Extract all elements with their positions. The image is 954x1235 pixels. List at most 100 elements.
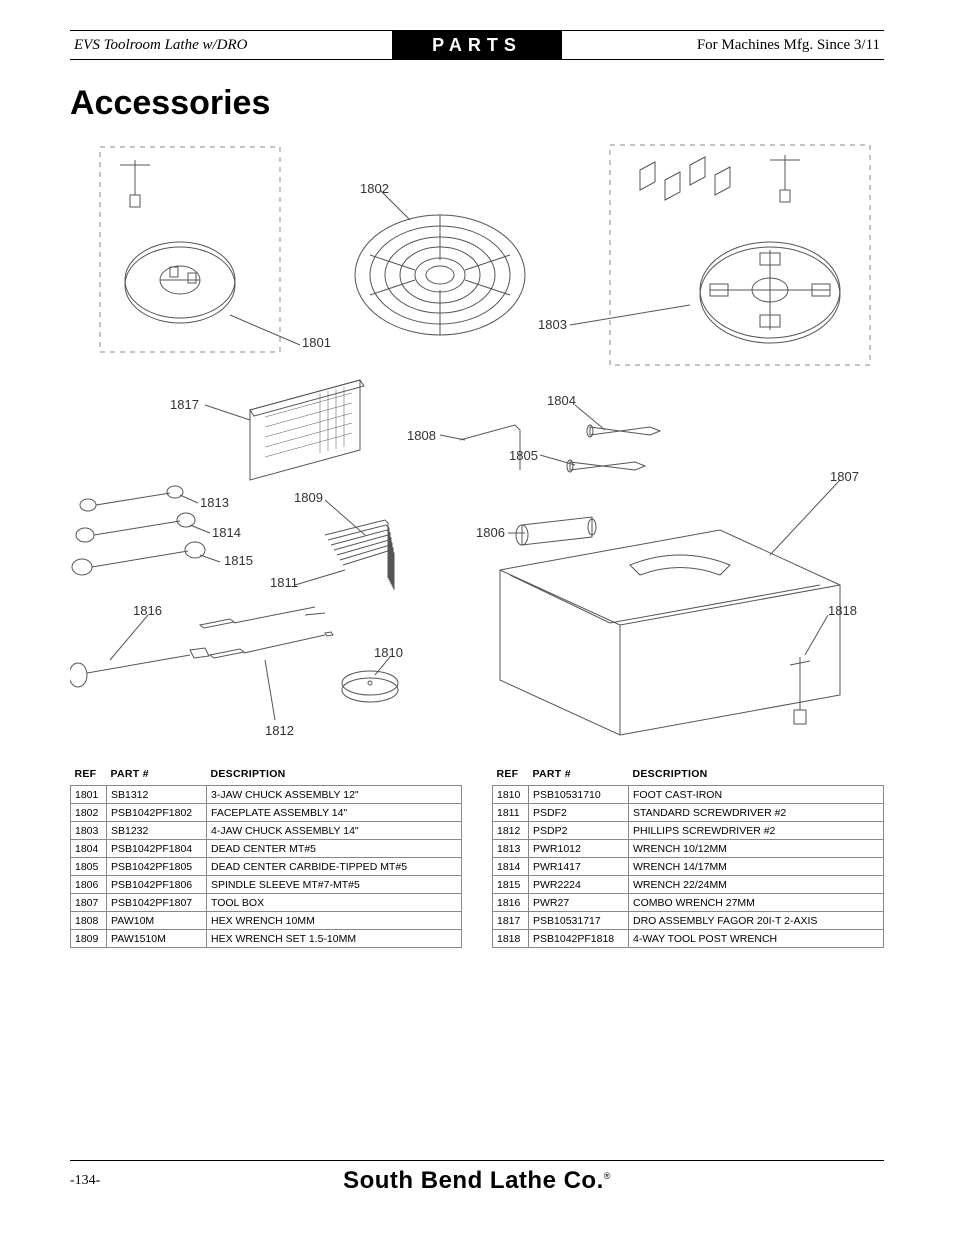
cell-part: PAW1510M	[107, 930, 207, 948]
cell-part: PAW10M	[107, 912, 207, 930]
col-desc: DESCRIPTION	[207, 765, 462, 786]
cell-desc: TOOL BOX	[207, 894, 462, 912]
col-part: PART #	[529, 765, 629, 786]
cell-desc: HEX WRENCH SET 1.5-10MM	[207, 930, 462, 948]
callout-1816: 1816	[133, 603, 162, 618]
table-row: 1807PSB1042PF1807TOOL BOX	[71, 894, 462, 912]
cell-part: SB1232	[107, 822, 207, 840]
callout-1801: 1801	[302, 335, 331, 350]
callout-1817: 1817	[170, 397, 199, 412]
cell-desc: STANDARD SCREWDRIVER #2	[629, 804, 884, 822]
cell-desc: HEX WRENCH 10MM	[207, 912, 462, 930]
cell-desc: WRENCH 22/24MM	[629, 876, 884, 894]
page-header: EVS Toolroom Lathe w/DRO PARTS For Machi…	[70, 30, 884, 60]
callout-1802: 1802	[360, 181, 389, 196]
col-ref: REF	[71, 765, 107, 786]
table-row: 1806PSB1042PF1806SPINDLE SLEEVE MT#7-MT#…	[71, 876, 462, 894]
cell-desc: WRENCH 14/17MM	[629, 858, 884, 876]
cell-ref: 1808	[71, 912, 107, 930]
parts-table-left: REF PART # DESCRIPTION 1801SB13123-JAW C…	[70, 765, 462, 948]
registered-mark: ®	[604, 1171, 611, 1181]
cell-desc: DEAD CENTER MT#5	[207, 840, 462, 858]
table-row: 1803SB12324-JAW CHUCK ASSEMBLY 14"	[71, 822, 462, 840]
cell-part: PSB10531717	[529, 912, 629, 930]
table-row: 1810PSB10531710FOOT CAST-IRON	[493, 786, 884, 804]
table-row: 1817PSB10531717DRO ASSEMBLY FAGOR 20I-T …	[493, 912, 884, 930]
cell-ref: 1815	[493, 876, 529, 894]
table-row: 1813PWR1012WRENCH 10/12MM	[493, 840, 884, 858]
cell-part: PSB1042PF1805	[107, 858, 207, 876]
table-row: 1812PSDP2PHILLIPS SCREWDRIVER #2	[493, 822, 884, 840]
cell-ref: 1817	[493, 912, 529, 930]
header-right: For Machines Mfg. Since 3/11	[562, 37, 884, 54]
cell-part: PSB10531710	[529, 786, 629, 804]
cell-desc: DRO ASSEMBLY FAGOR 20I-T 2-AXIS	[629, 912, 884, 930]
cell-ref: 1810	[493, 786, 529, 804]
cell-ref: 1811	[493, 804, 529, 822]
cell-ref: 1803	[71, 822, 107, 840]
callout-1803: 1803	[538, 317, 567, 332]
callout-1808: 1808	[407, 428, 436, 443]
cell-part: PSDP2	[529, 822, 629, 840]
cell-part: PSB1042PF1807	[107, 894, 207, 912]
parts-table-right: REF PART # DESCRIPTION 1810PSB10531710FO…	[492, 765, 884, 948]
brand-name: South Bend Lathe Co.®	[130, 1167, 824, 1195]
cell-desc: COMBO WRENCH 27MM	[629, 894, 884, 912]
col-part: PART #	[107, 765, 207, 786]
table-row: 1811PSDF2STANDARD SCREWDRIVER #2	[493, 804, 884, 822]
table-row: 1804PSB1042PF1804DEAD CENTER MT#5	[71, 840, 462, 858]
parts-tables: REF PART # DESCRIPTION 1801SB13123-JAW C…	[70, 765, 884, 948]
cell-part: PSB1042PF1802	[107, 804, 207, 822]
callout-1815: 1815	[224, 553, 253, 568]
callout-1818: 1818	[828, 603, 857, 618]
cell-part: PSB1042PF1806	[107, 876, 207, 894]
cell-ref: 1805	[71, 858, 107, 876]
cell-ref: 1802	[71, 804, 107, 822]
cell-desc: 4-WAY TOOL POST WRENCH	[629, 930, 884, 948]
cell-part: PSB1042PF1818	[529, 930, 629, 948]
callout-1814: 1814	[212, 525, 241, 540]
col-desc: DESCRIPTION	[629, 765, 884, 786]
table-row: 1809PAW1510MHEX WRENCH SET 1.5-10MM	[71, 930, 462, 948]
callout-1804: 1804	[547, 393, 576, 408]
cell-desc: PHILLIPS SCREWDRIVER #2	[629, 822, 884, 840]
page-footer: -134- South Bend Lathe Co.®	[70, 1160, 884, 1195]
cell-ref: 1814	[493, 858, 529, 876]
table-row: 1801SB13123-JAW CHUCK ASSEMBLY 12"	[71, 786, 462, 804]
parts-diagram: 1802 1801 1803 1817 1804 1808 1805 1807 …	[70, 135, 884, 755]
table-row: 1816PWR27COMBO WRENCH 27MM	[493, 894, 884, 912]
table-row: 1814PWR1417WRENCH 14/17MM	[493, 858, 884, 876]
cell-part: PWR1417	[529, 858, 629, 876]
callout-1810: 1810	[374, 645, 403, 660]
table-row: 1818PSB1042PF18184-WAY TOOL POST WRENCH	[493, 930, 884, 948]
cell-desc: SPINDLE SLEEVE MT#7-MT#5	[207, 876, 462, 894]
cell-ref: 1807	[71, 894, 107, 912]
callout-1806: 1806	[476, 525, 505, 540]
cell-part: PSB1042PF1804	[107, 840, 207, 858]
cell-ref: 1813	[493, 840, 529, 858]
table-row: 1808PAW10MHEX WRENCH 10MM	[71, 912, 462, 930]
table-row: 1802PSB1042PF1802FACEPLATE ASSEMBLY 14"	[71, 804, 462, 822]
header-center: PARTS	[392, 31, 562, 60]
cell-ref: 1816	[493, 894, 529, 912]
cell-desc: FACEPLATE ASSEMBLY 14"	[207, 804, 462, 822]
cell-desc: DEAD CENTER CARBIDE-TIPPED MT#5	[207, 858, 462, 876]
col-ref: REF	[493, 765, 529, 786]
table-row: 1805PSB1042PF1805DEAD CENTER CARBIDE-TIP…	[71, 858, 462, 876]
cell-part: PWR1012	[529, 840, 629, 858]
cell-part: PWR2224	[529, 876, 629, 894]
page-number: -134-	[70, 1173, 130, 1189]
cell-ref: 1806	[71, 876, 107, 894]
cell-desc: 3-JAW CHUCK ASSEMBLY 12"	[207, 786, 462, 804]
header-left: EVS Toolroom Lathe w/DRO	[70, 37, 392, 54]
cell-ref: 1818	[493, 930, 529, 948]
callout-1805: 1805	[509, 448, 538, 463]
callout-1809: 1809	[294, 490, 323, 505]
callout-1813: 1813	[200, 495, 229, 510]
callout-1812: 1812	[265, 723, 294, 738]
table-row: 1815PWR2224WRENCH 22/24MM	[493, 876, 884, 894]
cell-ref: 1801	[71, 786, 107, 804]
cell-ref: 1812	[493, 822, 529, 840]
page-title: Accessories	[70, 84, 884, 123]
cell-desc: 4-JAW CHUCK ASSEMBLY 14"	[207, 822, 462, 840]
